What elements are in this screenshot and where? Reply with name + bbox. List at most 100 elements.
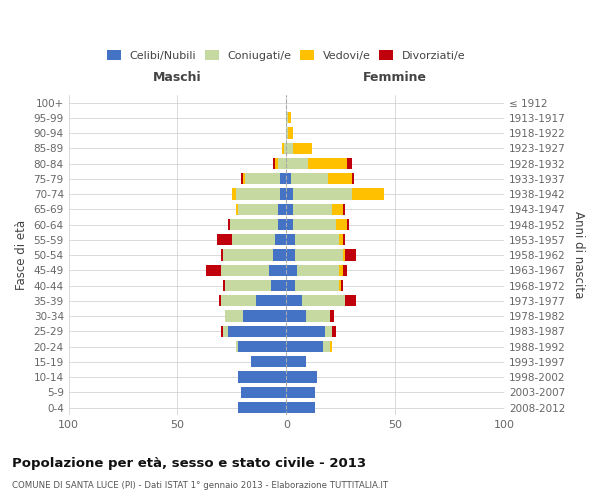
Bar: [236, 341, 238, 352]
Bar: [332, 204, 343, 215]
Bar: [286, 173, 290, 184]
Bar: [306, 310, 330, 322]
Bar: [286, 234, 295, 245]
Bar: [284, 142, 286, 154]
Bar: [226, 310, 243, 322]
Bar: [295, 234, 338, 245]
Bar: [223, 326, 227, 337]
Bar: [337, 219, 347, 230]
Bar: [293, 188, 352, 200]
Bar: [338, 264, 343, 276]
Legend: Celibi/Nubili, Coniugati/e, Vedovi/e, Divorziati/e: Celibi/Nubili, Coniugati/e, Vedovi/e, Di…: [103, 46, 470, 66]
Bar: [293, 204, 332, 215]
Bar: [221, 295, 256, 306]
Bar: [278, 158, 286, 169]
Bar: [308, 158, 347, 169]
Bar: [286, 128, 289, 138]
Bar: [286, 295, 302, 306]
Bar: [269, 264, 286, 276]
Bar: [243, 310, 286, 322]
Bar: [221, 326, 223, 337]
Bar: [290, 173, 328, 184]
Bar: [232, 188, 236, 200]
Bar: [332, 326, 337, 337]
Bar: [227, 219, 230, 230]
Bar: [221, 250, 223, 260]
Bar: [238, 372, 286, 382]
Text: Femmine: Femmine: [363, 71, 427, 84]
Bar: [243, 173, 245, 184]
Bar: [343, 234, 345, 245]
Bar: [289, 112, 290, 124]
Bar: [238, 204, 278, 215]
Bar: [328, 173, 352, 184]
Bar: [236, 204, 238, 215]
Y-axis label: Fasce di età: Fasce di età: [15, 220, 28, 290]
Bar: [289, 128, 293, 138]
Bar: [282, 142, 284, 154]
Bar: [245, 173, 280, 184]
Bar: [302, 295, 345, 306]
Bar: [286, 158, 308, 169]
Bar: [286, 112, 289, 124]
Bar: [251, 356, 286, 368]
Bar: [286, 280, 295, 291]
Bar: [297, 264, 338, 276]
Bar: [271, 280, 286, 291]
Bar: [330, 310, 334, 322]
Bar: [278, 219, 286, 230]
Bar: [286, 188, 293, 200]
Bar: [347, 158, 352, 169]
Bar: [223, 250, 273, 260]
Bar: [286, 142, 293, 154]
Bar: [241, 386, 286, 398]
Bar: [352, 173, 354, 184]
Bar: [217, 234, 232, 245]
Bar: [226, 280, 271, 291]
Bar: [256, 295, 286, 306]
Bar: [343, 204, 345, 215]
Bar: [338, 234, 343, 245]
Bar: [343, 264, 347, 276]
Bar: [293, 219, 337, 230]
Bar: [227, 326, 286, 337]
Bar: [286, 402, 314, 413]
Bar: [286, 219, 293, 230]
Bar: [341, 280, 343, 291]
Bar: [275, 158, 278, 169]
Text: Popolazione per età, sesso e stato civile - 2013: Popolazione per età, sesso e stato civil…: [12, 458, 366, 470]
Bar: [273, 250, 286, 260]
Bar: [206, 264, 221, 276]
Bar: [352, 188, 384, 200]
Bar: [286, 386, 314, 398]
Bar: [286, 310, 306, 322]
Bar: [293, 142, 313, 154]
Bar: [238, 341, 286, 352]
Bar: [275, 234, 286, 245]
Text: COMUNE DI SANTA LUCE (PI) - Dati ISTAT 1° gennaio 2013 - Elaborazione TUTTITALIA: COMUNE DI SANTA LUCE (PI) - Dati ISTAT 1…: [12, 481, 388, 490]
Text: Maschi: Maschi: [153, 71, 202, 84]
Bar: [280, 173, 286, 184]
Bar: [338, 280, 341, 291]
Bar: [221, 264, 269, 276]
Bar: [241, 173, 243, 184]
Y-axis label: Anni di nascita: Anni di nascita: [572, 212, 585, 298]
Bar: [286, 372, 317, 382]
Bar: [238, 402, 286, 413]
Bar: [295, 250, 343, 260]
Bar: [345, 250, 356, 260]
Bar: [273, 158, 275, 169]
Bar: [323, 341, 330, 352]
Bar: [286, 204, 293, 215]
Bar: [295, 280, 338, 291]
Bar: [343, 250, 345, 260]
Bar: [286, 250, 295, 260]
Bar: [286, 356, 306, 368]
Bar: [330, 341, 332, 352]
Bar: [325, 326, 332, 337]
Bar: [236, 188, 280, 200]
Bar: [230, 219, 278, 230]
Bar: [278, 204, 286, 215]
Bar: [286, 326, 325, 337]
Bar: [286, 341, 323, 352]
